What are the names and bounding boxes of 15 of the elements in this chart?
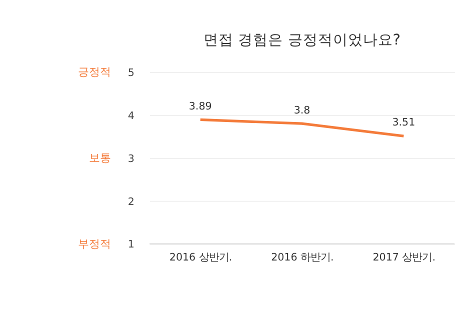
y-tick-label: 2 xyxy=(128,196,134,208)
data-label: 3.89 xyxy=(188,100,212,112)
text: 부정적 xyxy=(78,237,111,250)
text: 긍정적 xyxy=(78,65,111,78)
data-label: 3.8 xyxy=(294,104,310,116)
y-tick-label: 1 xyxy=(128,238,134,251)
chart-title: 면접 경험은 긍정적이었나요? xyxy=(203,32,401,49)
y-tick-label: 4 xyxy=(128,110,134,122)
x-tick-label: 2017 상반기. xyxy=(372,252,436,264)
text: 보통 xyxy=(88,151,111,164)
x-tick-label: 2016 하반기. xyxy=(271,252,334,264)
y-tick-label: 5 xyxy=(128,66,134,79)
x-tick-label: 2016 상반기. xyxy=(169,252,232,264)
y-tick-label: 3 xyxy=(128,152,134,165)
data-label: 3.51 xyxy=(392,116,416,129)
